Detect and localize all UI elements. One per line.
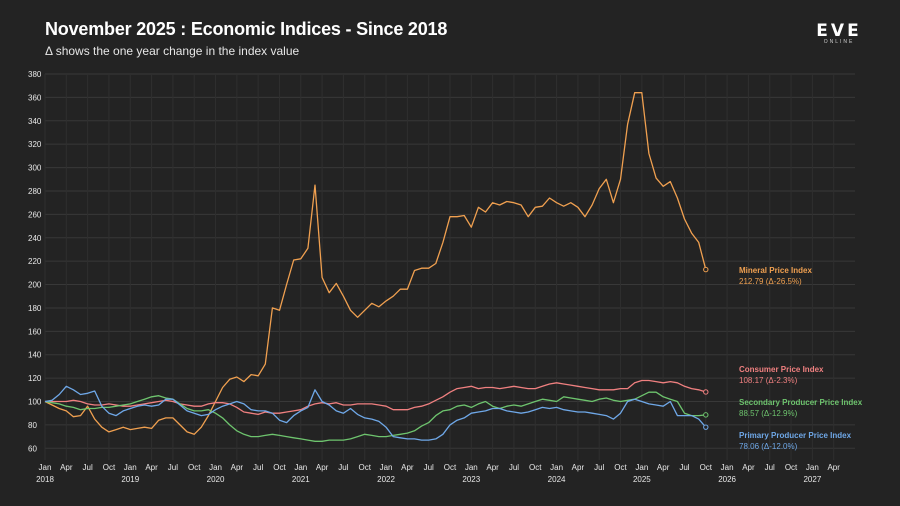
series-name-label: Primary Producer Price Index	[739, 431, 852, 440]
series-name-label: Consumer Price Index	[739, 365, 824, 374]
x-tick-month: Oct	[359, 463, 372, 472]
series-value-label: 212.79 (Δ-26.5%)	[739, 277, 802, 286]
series-value-label: 88.57 (Δ-12.9%)	[739, 409, 798, 418]
x-tick-year: 2019	[121, 475, 139, 484]
x-tick-month: Jan	[465, 463, 478, 472]
x-tick-year: 2021	[292, 475, 310, 484]
series-value-label: 78.06 (Δ-12.0%)	[739, 442, 798, 451]
x-tick-month: Oct	[103, 463, 116, 472]
x-tick-month: Apr	[316, 463, 329, 472]
x-tick-month: Jan	[124, 463, 137, 472]
logo-text: EVE	[816, 21, 862, 41]
x-tick-year: 2020	[207, 475, 225, 484]
x-tick-month: Jul	[679, 463, 689, 472]
x-tick-month: Jul	[253, 463, 263, 472]
x-tick-year: 2022	[377, 475, 395, 484]
x-tick-year: 2018	[36, 475, 54, 484]
grid-lines	[44, 73, 855, 460]
x-tick-month: Apr	[145, 463, 158, 472]
series-end-marker	[703, 266, 709, 273]
x-tick-month: Jan	[39, 463, 52, 472]
logo-subtext: ONLINE	[823, 39, 855, 45]
series-end-marker	[703, 412, 709, 418]
series-name-label: Mineral Price Index	[739, 266, 812, 275]
x-tick-month: Jan	[550, 463, 563, 472]
x-tick-month: Oct	[785, 463, 798, 472]
x-tick-month: Oct	[700, 463, 713, 472]
series-end-marker	[703, 389, 709, 395]
axis-ticks: 60 80 100 120 140 160 180 200 220 240 260 280 300 320…	[28, 70, 840, 484]
series-labels: Mineral Price Index 212.79 (Δ-26.5%) Consu…	[739, 266, 863, 451]
y-tick-label: 280	[28, 187, 42, 196]
x-tick-year: 2025	[633, 475, 651, 484]
x-tick-month: Apr	[572, 463, 585, 472]
y-tick-label: 380	[28, 70, 42, 79]
x-tick-month: Jan	[294, 463, 307, 472]
y-tick-label: 80	[28, 421, 37, 430]
x-tick-month: Jan	[209, 463, 222, 472]
x-tick-month: Apr	[657, 463, 670, 472]
x-tick-month: Apr	[401, 463, 414, 472]
x-tick-year: 2023	[462, 475, 480, 484]
x-tick-month: Jul	[168, 463, 178, 472]
y-tick-label: 140	[28, 351, 42, 360]
y-tick-label: 240	[28, 234, 42, 243]
eve-online-logo: EVE ONLINE	[808, 21, 870, 45]
x-tick-month: Jul	[509, 463, 519, 472]
y-tick-label: 60	[28, 444, 37, 453]
y-tick-label: 120	[28, 374, 42, 383]
y-tick-label: 220	[28, 257, 42, 266]
series-line-3	[44, 385, 707, 441]
x-tick-month: Jan	[635, 463, 648, 472]
series-line-0	[44, 92, 707, 435]
y-tick-label: 160	[28, 327, 42, 336]
y-tick-label: 320	[28, 140, 42, 149]
x-tick-month: Apr	[486, 463, 499, 472]
series-line-2	[44, 391, 706, 442]
series-line-1	[45, 379, 706, 416]
chart-title: November 2025 : Economic Indices - Since…	[45, 19, 448, 39]
x-tick-month: Apr	[60, 463, 73, 472]
x-tick-month: Jul	[765, 463, 775, 472]
x-tick-month: Apr	[742, 463, 755, 472]
y-tick-label: 200	[28, 281, 42, 290]
series-name-label: Secondary Producer Price Index	[739, 398, 863, 407]
x-tick-month: Oct	[614, 463, 627, 472]
x-tick-month: Jul	[594, 463, 604, 472]
x-tick-month: Oct	[188, 463, 201, 472]
y-tick-label: 340	[28, 117, 42, 126]
y-tick-label: 360	[28, 93, 42, 102]
x-tick-month: Oct	[273, 463, 286, 472]
y-tick-label: 300	[28, 164, 42, 173]
x-tick-month: Jan	[806, 463, 819, 472]
x-tick-month: Jan	[380, 463, 393, 472]
x-tick-month: Apr	[231, 463, 244, 472]
series-value-label: 108.17 (Δ-2.3%)	[739, 376, 798, 385]
chart-subtitle: Δ shows the one year change in the index…	[45, 44, 300, 58]
y-tick-label: 100	[28, 398, 42, 407]
y-tick-label: 260	[28, 210, 42, 219]
x-tick-month: Oct	[444, 463, 457, 472]
x-tick-month: Oct	[529, 463, 542, 472]
x-tick-month: Jul	[338, 463, 348, 472]
series-lines	[44, 92, 709, 442]
x-tick-month: Jul	[83, 463, 93, 472]
x-tick-year: 2026	[718, 475, 736, 484]
x-tick-month: Jul	[424, 463, 434, 472]
x-tick-year: 2024	[548, 475, 566, 484]
series-end-marker	[703, 424, 709, 430]
y-tick-label: 180	[28, 304, 42, 313]
x-tick-month: Jan	[721, 463, 734, 472]
x-tick-month: Apr	[827, 463, 840, 472]
x-tick-year: 2027	[803, 475, 821, 484]
